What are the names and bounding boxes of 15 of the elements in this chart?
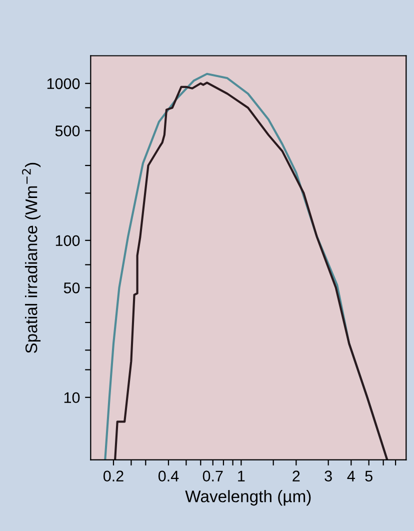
x-tick-label: 3 xyxy=(324,470,332,482)
y-tick-label: 100 xyxy=(56,235,80,246)
y-axis-title: Spatial irradiance (Wm$^{−2}$) xyxy=(22,162,41,354)
y-tick-label: 50 xyxy=(64,282,80,294)
x-tick-label: 4 xyxy=(347,470,355,482)
x-tick-label: 0.7 xyxy=(202,470,223,482)
y-tick-label: 1000 xyxy=(47,78,80,90)
x-tick-label: 1 xyxy=(238,470,245,482)
x-tick-label: 0.2 xyxy=(103,470,124,482)
x-tick-label: 5 xyxy=(365,470,372,482)
x-axis-title: Wavelength (µm) xyxy=(185,490,311,506)
x-tick-label: 2 xyxy=(292,470,300,482)
x-tick-label: 0.4 xyxy=(158,470,179,482)
y-tick-label: 10 xyxy=(64,392,80,404)
y-tick-label: 500 xyxy=(55,126,80,136)
